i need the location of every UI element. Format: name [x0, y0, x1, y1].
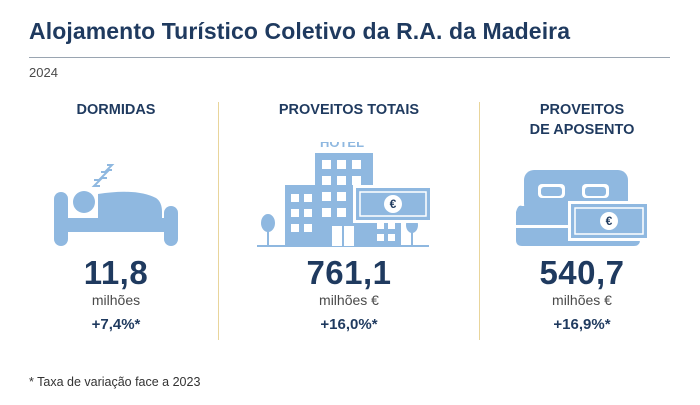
- euro-icon: €: [390, 197, 397, 211]
- hotel-sign-label: HOTEL: [320, 142, 364, 150]
- title-divider: [29, 57, 670, 58]
- indicator-value: 761,1: [306, 254, 392, 291]
- indicator-value: 540,7: [539, 254, 625, 291]
- indicator-change: +7,4%*: [91, 316, 141, 333]
- year-label: 2024: [29, 65, 58, 80]
- column-divider: [218, 102, 219, 340]
- indicator-value: 11,8: [83, 254, 149, 291]
- indicator-unit: milhões: [91, 292, 141, 308]
- indicator-title: PROVEITOS TOTAIS: [278, 102, 420, 118]
- indicator-change: +16,0%*: [320, 316, 378, 333]
- column-divider: [479, 102, 480, 340]
- indicator-unit: milhões €: [552, 292, 612, 308]
- page-title: Alojamento Turístico Coletivo da R.A. da…: [29, 18, 571, 44]
- indicator-title: PROVEITOS DE APOSENTO: [529, 102, 635, 138]
- indicator-dormidas: DORMIDAS 11,8 milhões +7,4%*: [16, 100, 216, 333]
- indicator-change: +16,9%*: [553, 316, 611, 333]
- indicator-title: DORMIDAS: [76, 102, 156, 118]
- indicator-unit: milhões €: [319, 292, 379, 308]
- sleeping-person-icon: [54, 164, 178, 246]
- indicator-proveitos-aposento: PROVEITOS DE APOSENTO € 540,7 milhões € …: [482, 100, 682, 333]
- euro-icon: €: [606, 214, 613, 228]
- bed-with-banknote-icon: €: [516, 170, 650, 246]
- hotel-building-icon: HOTEL: [257, 142, 433, 247]
- indicator-proveitos-totais: PROVEITOS TOTAIS HOTEL: [249, 100, 449, 333]
- footnote: * Taxa de variação face a 2023: [29, 375, 201, 389]
